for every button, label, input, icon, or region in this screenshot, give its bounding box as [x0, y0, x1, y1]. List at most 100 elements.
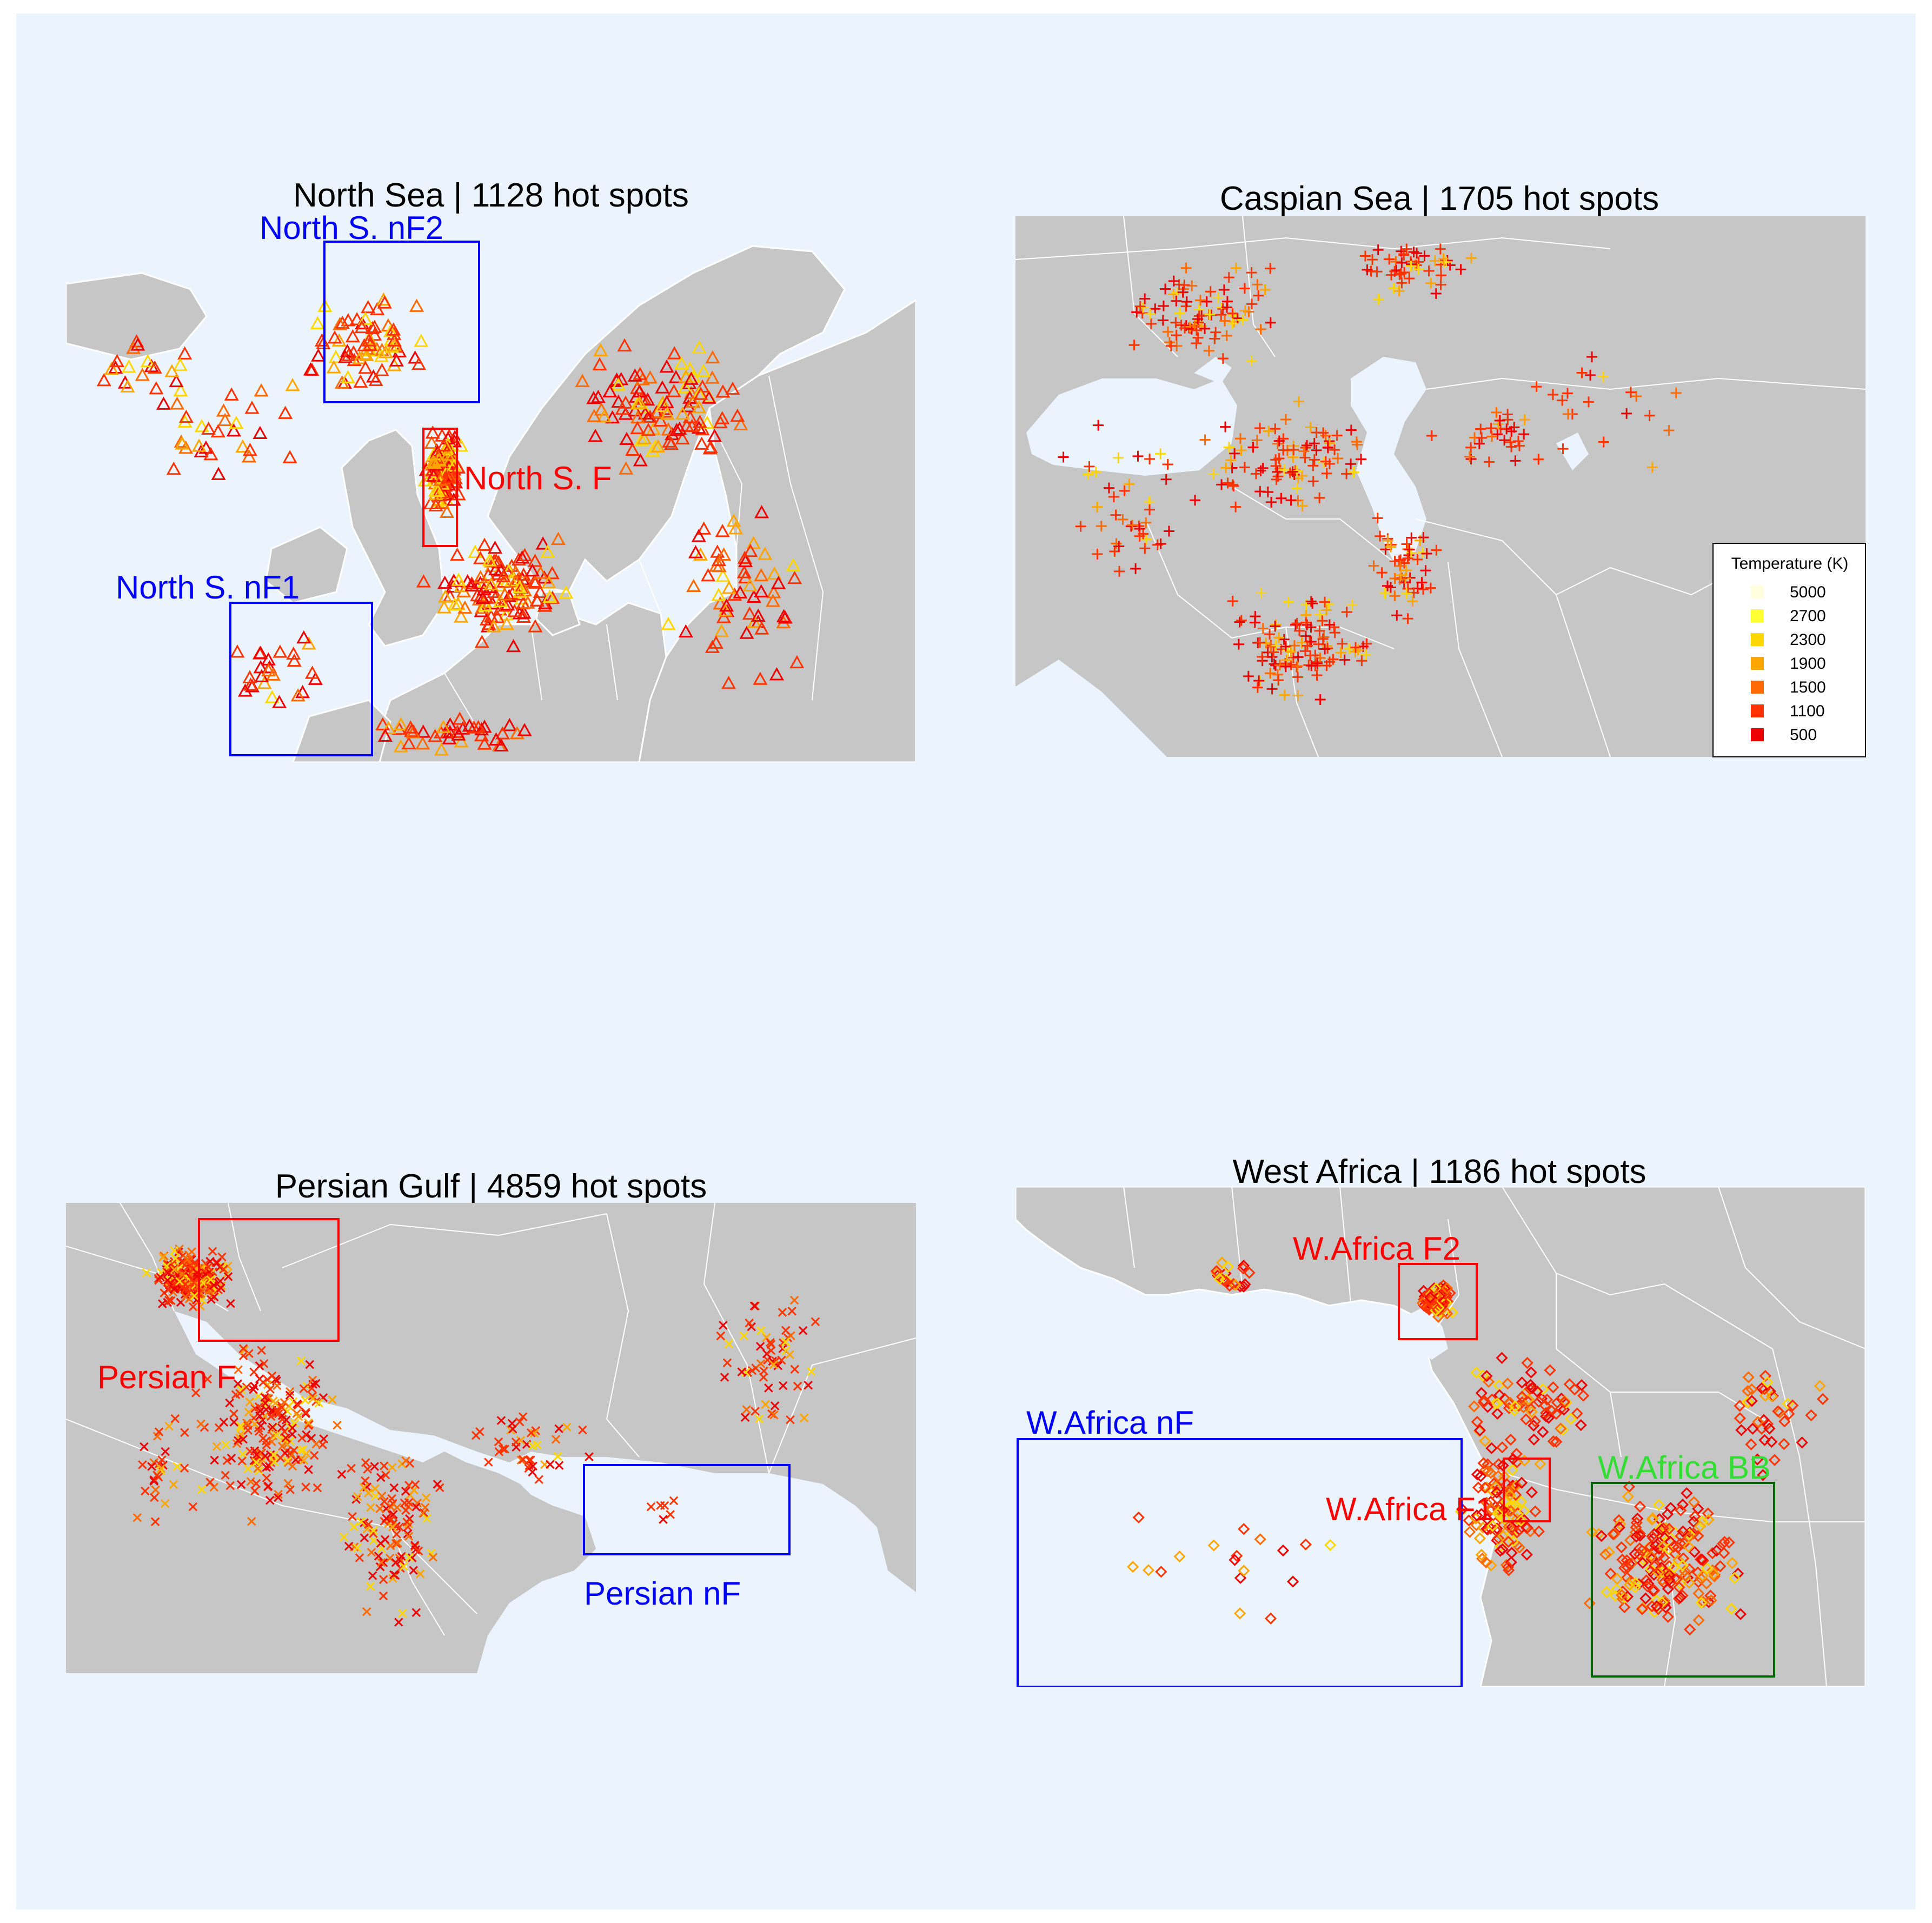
hot-spot-marker [497, 587, 513, 601]
hot-spot-marker [1174, 308, 1185, 319]
hot-spot-marker [1525, 1406, 1538, 1418]
hot-spot-marker [208, 1247, 217, 1256]
hot-spot-marker [1329, 627, 1340, 638]
hot-spot-marker [374, 1551, 383, 1561]
hot-spot-marker [387, 1462, 397, 1472]
hot-spot-marker [340, 343, 355, 357]
hot-spot-marker [506, 638, 521, 653]
hot-spot-marker [408, 350, 423, 364]
hot-spot-marker [1423, 265, 1435, 277]
hot-spot-marker [383, 324, 398, 338]
hot-spot-marker [681, 399, 696, 412]
hot-spot-marker [1758, 1434, 1771, 1446]
hot-spot-marker [769, 1360, 778, 1369]
hot-spot-marker [1663, 425, 1675, 436]
hot-spot-marker [454, 734, 469, 748]
hot-spot-marker [149, 1475, 159, 1485]
hot-spot-marker [464, 578, 480, 591]
hot-spot-marker [169, 1246, 179, 1255]
hot-spot-marker [1440, 1282, 1453, 1294]
hot-spot-marker [516, 605, 532, 619]
legend-label: 1500 [1790, 678, 1826, 696]
hot-spot-marker [235, 439, 250, 453]
hot-spot-marker [1168, 275, 1179, 287]
hot-spot-marker [1216, 309, 1227, 321]
hot-spot-marker [1393, 285, 1405, 297]
hot-spot-marker [1494, 415, 1505, 426]
hot-spot-marker [1404, 273, 1415, 284]
hot-spot-marker [377, 295, 392, 309]
hot-spot-marker [109, 354, 125, 368]
hot-spot-marker [1477, 1396, 1490, 1409]
hot-spot-marker [301, 1482, 310, 1492]
hot-spot-marker [217, 412, 233, 427]
hot-spot-marker [751, 608, 766, 622]
hot-spot-marker [1227, 308, 1238, 319]
hot-spot-marker [252, 1450, 261, 1460]
hot-spot-marker [303, 362, 318, 376]
box-label-north-s-nf1: North S. nF1 [116, 569, 300, 605]
hot-spot-marker [674, 356, 689, 370]
hot-spot-marker [1575, 1419, 1587, 1432]
hot-spot-marker [1321, 660, 1332, 671]
hot-spot-marker [1547, 1435, 1559, 1448]
hot-spot-marker [190, 1291, 199, 1301]
hot-spot-marker [1220, 421, 1231, 432]
hot-spot-marker [1472, 1481, 1485, 1494]
hot-spot-marker [1688, 1515, 1700, 1528]
hot-spot-marker [1268, 647, 1279, 658]
hot-spot-marker [1745, 1383, 1758, 1396]
hot-spot-marker [1238, 1523, 1250, 1535]
hot-spot-marker [666, 384, 681, 397]
hot-spot-marker [1524, 1525, 1537, 1538]
hot-spot-marker [754, 584, 769, 597]
hot-spot-marker [586, 391, 601, 404]
hot-spot-marker [238, 1434, 248, 1444]
hot-spot-marker [535, 536, 550, 550]
hot-spot-marker [661, 422, 676, 436]
hot-spot-marker [426, 468, 441, 482]
hot-spot-marker [1648, 1568, 1660, 1581]
hot-spot-marker [439, 504, 455, 518]
hot-spot-marker [758, 547, 773, 560]
hot-spot-marker [713, 415, 728, 429]
hot-spot-marker [1534, 1458, 1546, 1470]
hot-spot-marker [1688, 1546, 1701, 1558]
hot-spot-marker [1676, 1559, 1689, 1572]
hot-spot-marker [1150, 303, 1161, 315]
hot-spot-marker [1298, 445, 1310, 457]
hot-spot-marker [1630, 1516, 1643, 1529]
hot-spot-marker [482, 553, 497, 567]
hot-spot-marker [1816, 1393, 1829, 1405]
hot-spot-marker [1489, 1481, 1502, 1493]
hot-spot-marker [1257, 462, 1269, 474]
hot-spot-marker [169, 1480, 178, 1489]
hot-spot-marker [1404, 544, 1415, 555]
hot-spot-marker [1618, 1591, 1631, 1603]
hot-spot-marker [253, 646, 268, 659]
hot-spot-marker [1114, 565, 1125, 577]
hot-spot-marker [1634, 1500, 1646, 1513]
hot-spot-marker [1407, 596, 1418, 607]
hot-spot-marker [233, 1379, 243, 1388]
hot-spot-marker [496, 1416, 506, 1425]
panel-west-africa: West Africa | 1186 hot spots [1015, 1153, 1865, 1687]
hot-spot-marker [194, 418, 209, 432]
hot-spot-marker [1227, 318, 1238, 329]
hot-spot-marker [1488, 1478, 1501, 1490]
hot-spot-marker [1418, 532, 1429, 543]
hot-spot-marker [1247, 442, 1259, 453]
hot-spot-marker [434, 496, 449, 509]
hot-spot-marker [1480, 1556, 1492, 1568]
hot-spot-marker [1395, 560, 1406, 571]
hot-spot-marker [747, 615, 762, 628]
hot-spot-marker [754, 621, 769, 635]
hot-spot-marker [1563, 409, 1574, 420]
hot-spot-marker [1375, 530, 1386, 542]
hot-spot-marker [1528, 1433, 1540, 1446]
hot-spot-marker [1259, 284, 1271, 295]
hot-spot-marker [1645, 1550, 1657, 1563]
hot-spot-marker [1742, 1371, 1755, 1383]
box-label-w-africa-nf: W.Africa nF [1026, 1405, 1194, 1441]
hot-spot-marker [262, 1473, 271, 1483]
